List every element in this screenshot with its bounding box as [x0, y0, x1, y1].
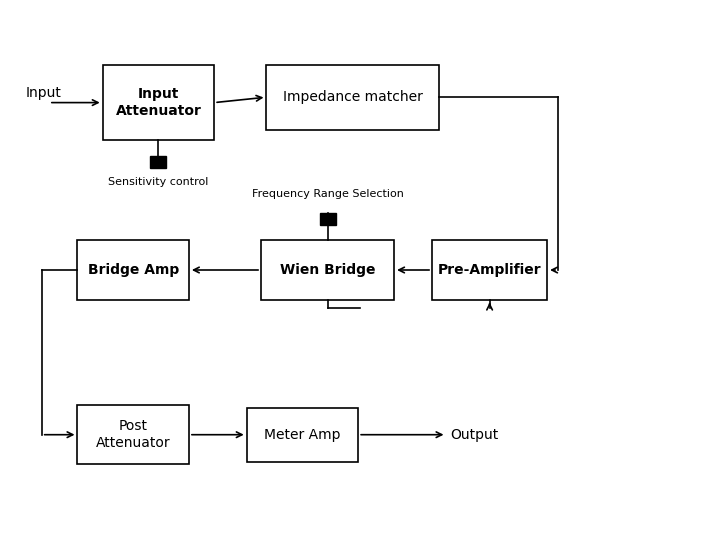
- Bar: [320, 213, 336, 225]
- Bar: [246, 408, 358, 462]
- Text: Post
Attenuator: Post Attenuator: [96, 419, 171, 450]
- Text: Pre-Amplifier: Pre-Amplifier: [438, 263, 541, 277]
- Text: Impedance matcher: Impedance matcher: [283, 90, 423, 104]
- Bar: [150, 156, 166, 168]
- Bar: [432, 240, 547, 300]
- Bar: [103, 65, 215, 140]
- Text: Frequency Range Selection: Frequency Range Selection: [252, 188, 403, 199]
- Bar: [78, 240, 189, 300]
- Bar: [78, 405, 189, 464]
- Bar: [266, 65, 439, 130]
- Text: Meter Amp: Meter Amp: [264, 428, 341, 442]
- Text: Output: Output: [450, 428, 498, 442]
- Text: Bridge Amp: Bridge Amp: [88, 263, 179, 277]
- Text: Input: Input: [25, 86, 61, 100]
- Bar: [261, 240, 395, 300]
- Text: Input
Attenuator: Input Attenuator: [115, 87, 202, 118]
- Text: Sensitivity control: Sensitivity control: [108, 177, 209, 187]
- Text: Wien Bridge: Wien Bridge: [280, 263, 375, 277]
